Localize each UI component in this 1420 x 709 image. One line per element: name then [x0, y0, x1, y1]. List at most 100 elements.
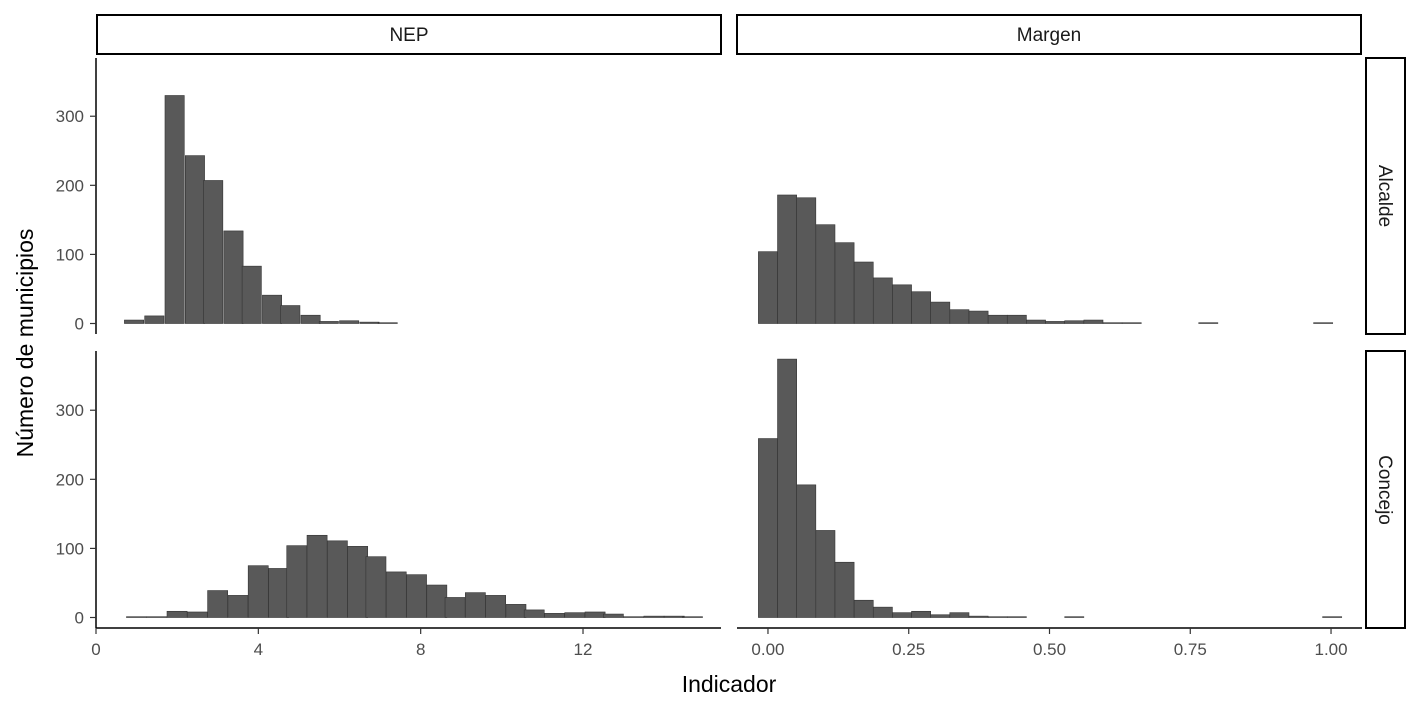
y-tick-label: 0 — [75, 315, 84, 334]
histogram-bar — [146, 616, 168, 618]
histogram-bar — [1322, 616, 1343, 618]
histogram-bar — [327, 540, 348, 618]
histogram-bar — [623, 616, 644, 618]
histogram-bar — [1064, 616, 1085, 618]
histogram-bar — [777, 358, 797, 618]
strip-margen: Margen — [736, 14, 1362, 55]
histogram-bar — [892, 284, 912, 324]
histogram-bar — [485, 595, 506, 618]
histogram-bar — [286, 545, 308, 618]
x-tick-label: 4 — [254, 640, 263, 659]
histogram-bar — [523, 609, 545, 618]
histogram-bar — [247, 565, 269, 618]
histogram-bar — [406, 574, 427, 618]
histogram-bar — [426, 584, 448, 618]
histogram-bar — [203, 180, 224, 324]
histogram-bar — [262, 294, 282, 324]
x-axis-ticks: 0 4 8 12 0.00 0.25 0.50 0.75 1.00 — [91, 628, 1348, 659]
histogram-bar — [339, 320, 360, 324]
panel-alcalde-margen — [758, 194, 1334, 324]
histogram-bar — [268, 568, 289, 618]
histogram-bar — [377, 322, 398, 324]
panel-concejo-nep — [126, 534, 703, 618]
histogram-bar — [930, 301, 951, 324]
y-axis-title: Número de municipios — [12, 229, 38, 458]
histogram-bar — [126, 616, 147, 618]
y-tick-label: 200 — [56, 176, 84, 195]
histogram-bar — [1121, 322, 1142, 324]
histogram-bar — [1198, 322, 1219, 324]
histogram-bar — [872, 606, 893, 618]
y-tick-label: 200 — [56, 470, 84, 489]
histogram-bar — [949, 309, 970, 324]
strip-label-concejo: Concejo — [1374, 455, 1395, 525]
histogram-bar — [1045, 321, 1066, 324]
x-tick-label: 0.75 — [1174, 640, 1207, 659]
histogram-bar — [930, 614, 951, 618]
histogram-bar — [987, 314, 1008, 324]
histogram-bar — [564, 612, 586, 618]
histogram-bar — [911, 291, 931, 324]
strip-concejo: Concejo — [1365, 350, 1406, 629]
histogram-bar — [1064, 320, 1085, 324]
histogram-bar — [227, 595, 249, 618]
histogram-bar — [815, 224, 836, 324]
histogram-bar — [187, 611, 208, 618]
histogram-bar — [643, 615, 665, 618]
histogram-bars — [124, 95, 1343, 618]
x-axis-title: Indicador — [682, 671, 777, 697]
x-tick-label: 1.00 — [1314, 640, 1347, 659]
histogram-bar — [834, 561, 855, 618]
histogram-bar — [280, 305, 301, 324]
histogram-bar — [505, 604, 527, 618]
histogram-bar — [306, 534, 328, 618]
x-tick-label: 12 — [574, 640, 593, 659]
histogram-bar — [584, 611, 606, 618]
histogram-bar — [987, 616, 1008, 618]
histogram-bar — [853, 261, 874, 324]
histogram-bar — [385, 571, 407, 618]
x-tick-label: 0.50 — [1033, 640, 1066, 659]
histogram-bar — [124, 319, 144, 324]
histogram-bar — [347, 546, 369, 618]
panel-concejo-margen — [758, 358, 1343, 618]
histogram-bar — [968, 615, 989, 618]
histogram-bar — [853, 599, 874, 618]
histogram-bar — [359, 321, 380, 324]
histogram-bar — [1083, 319, 1104, 324]
histogram-bar — [777, 194, 797, 324]
strip-alcalde: Alcalde — [1365, 57, 1406, 335]
y-tick-label: 100 — [56, 539, 84, 558]
histogram-bar — [207, 590, 229, 618]
histogram-bar — [815, 530, 836, 618]
histogram-bar — [444, 597, 466, 618]
strip-label-margen: Margen — [1017, 25, 1081, 46]
histogram-bar — [603, 613, 624, 618]
histogram-bar — [1006, 616, 1027, 618]
histogram-bar — [968, 310, 989, 324]
y-axis-ticks: 0 100 200 300 0 100 200 300 — [56, 107, 96, 628]
histogram-bar — [318, 321, 339, 324]
x-tick-label: 0 — [91, 640, 100, 659]
y-tick-label: 300 — [56, 401, 84, 420]
histogram-bar — [241, 265, 262, 324]
histogram-bar — [834, 242, 855, 324]
histogram-bar — [1313, 322, 1334, 324]
histogram-bar — [184, 155, 205, 324]
panel-alcalde-nep — [124, 95, 398, 324]
histogram-bar — [1006, 314, 1027, 324]
y-tick-label: 100 — [56, 245, 84, 264]
histogram-bar — [911, 610, 931, 618]
strip-nep: NEP — [96, 14, 722, 55]
histogram-bar — [544, 613, 565, 618]
histogram-bar — [758, 251, 778, 324]
x-tick-label: 8 — [416, 640, 425, 659]
histogram-bar — [758, 438, 778, 618]
histogram-bar — [892, 612, 912, 618]
histogram-bar — [166, 610, 188, 618]
histogram-bar — [465, 592, 486, 618]
histogram-bar — [796, 484, 817, 618]
y-tick-label: 0 — [75, 609, 84, 628]
histogram-bar — [164, 95, 185, 324]
histogram-bar — [144, 315, 165, 324]
